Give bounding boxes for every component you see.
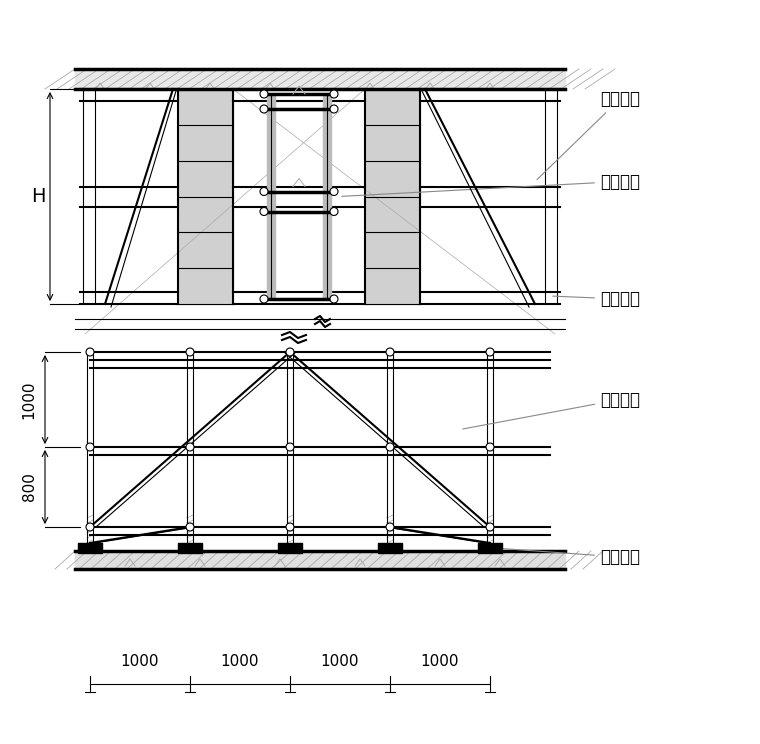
Circle shape xyxy=(286,348,294,356)
Circle shape xyxy=(486,443,494,451)
Circle shape xyxy=(386,523,394,531)
Text: H: H xyxy=(30,187,46,206)
Circle shape xyxy=(330,90,338,98)
Circle shape xyxy=(186,523,194,531)
Circle shape xyxy=(260,90,268,98)
Text: 框梁斜撑: 框梁斜撑 xyxy=(537,90,640,179)
Text: 1000: 1000 xyxy=(21,380,36,419)
Circle shape xyxy=(260,105,268,113)
Circle shape xyxy=(186,443,194,451)
Circle shape xyxy=(286,523,294,531)
Circle shape xyxy=(330,105,338,113)
Text: 加固钢管: 加固钢管 xyxy=(553,290,640,308)
Circle shape xyxy=(386,443,394,451)
Circle shape xyxy=(86,348,94,356)
Circle shape xyxy=(286,443,294,451)
Circle shape xyxy=(486,348,494,356)
Circle shape xyxy=(260,187,268,196)
Circle shape xyxy=(86,523,94,531)
Text: 1000: 1000 xyxy=(321,654,359,669)
Circle shape xyxy=(186,348,194,356)
Circle shape xyxy=(386,348,394,356)
Text: 支撑垫板: 支撑垫板 xyxy=(483,547,640,566)
Text: 对拉丝杆: 对拉丝杆 xyxy=(342,173,640,196)
Text: 800: 800 xyxy=(21,472,36,501)
Text: 1000: 1000 xyxy=(421,654,459,669)
Text: 1000: 1000 xyxy=(220,654,259,669)
Circle shape xyxy=(330,208,338,216)
Circle shape xyxy=(260,295,268,303)
Circle shape xyxy=(330,295,338,303)
Circle shape xyxy=(86,443,94,451)
Text: 1000: 1000 xyxy=(121,654,160,669)
Circle shape xyxy=(330,187,338,196)
Text: 加固斜撑: 加固斜撑 xyxy=(463,391,640,429)
Circle shape xyxy=(260,208,268,216)
Circle shape xyxy=(486,523,494,531)
